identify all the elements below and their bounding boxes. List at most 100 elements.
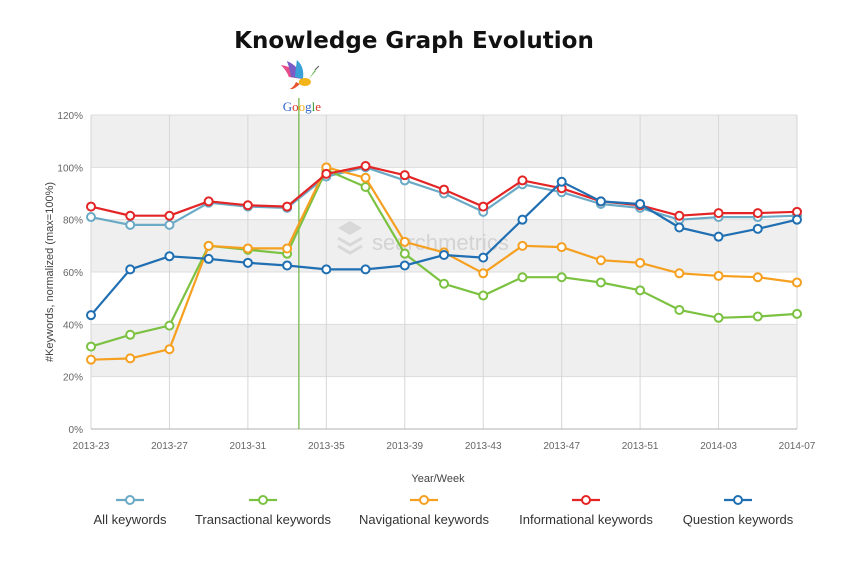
data-point — [125, 219, 136, 230]
legend-item: Navigational keywords — [359, 495, 490, 527]
data-point — [713, 208, 724, 219]
data-point — [86, 201, 96, 212]
y-tick-label: 20% — [63, 373, 83, 384]
hummingbird-icon — [280, 60, 320, 90]
data-point — [752, 311, 763, 322]
data-point — [752, 223, 763, 234]
data-point — [556, 242, 567, 253]
x-tick-label: 2013-51 — [622, 441, 659, 452]
data-point — [360, 264, 371, 275]
data-point — [321, 168, 332, 179]
google-marker-label: Google — [283, 99, 322, 114]
legend-label: Question keywords — [683, 512, 794, 527]
data-point — [164, 251, 175, 262]
data-point — [752, 272, 763, 283]
data-point — [439, 184, 449, 195]
y-tick-label: 40% — [63, 320, 83, 331]
data-point — [556, 176, 567, 187]
data-point — [282, 243, 293, 254]
data-point — [713, 270, 724, 281]
x-tick-label: 2013-23 — [73, 441, 110, 452]
x-grid: 2013-23 2013-27 2013-31 2013-35 2013-39 2013-… — [73, 115, 816, 452]
series-question-keywords — [86, 176, 802, 321]
hummingbird-wing-icon — [294, 60, 304, 79]
data-point — [360, 181, 371, 192]
legend: All keywords Transactional keywords Naviga… — [94, 495, 794, 527]
data-point — [321, 264, 332, 275]
data-point — [517, 272, 528, 283]
hummingbird-head-icon — [308, 70, 316, 79]
google-letter: G — [283, 99, 292, 114]
data-point — [635, 257, 646, 268]
data-point — [517, 214, 528, 225]
x-tick-label: 2013-39 — [386, 441, 423, 452]
legend-label: Transactional keywords — [195, 512, 332, 527]
google-letter: g — [305, 99, 312, 114]
data-point — [399, 248, 410, 259]
data-point — [674, 268, 685, 279]
data-point — [595, 277, 606, 288]
data-point — [595, 255, 606, 266]
data-point — [125, 210, 136, 221]
data-point — [203, 196, 214, 207]
data-point — [635, 285, 646, 296]
legend-marker-icon — [125, 495, 135, 505]
data-point — [242, 243, 253, 254]
data-point — [282, 201, 293, 212]
data-point — [478, 290, 489, 301]
y-tick-label: 120% — [57, 111, 83, 122]
data-point — [792, 308, 802, 319]
hummingbird-body-icon — [298, 78, 311, 86]
y-tick-label: 60% — [63, 268, 83, 279]
legend-marker-icon — [733, 495, 743, 505]
data-point — [713, 312, 724, 323]
x-tick-label: 2013-27 — [151, 441, 188, 452]
data-point — [595, 196, 606, 207]
data-point — [792, 206, 802, 217]
legend-label: Informational keywords — [519, 512, 653, 527]
legend-item: Informational keywords — [519, 495, 653, 527]
data-point — [399, 260, 410, 271]
plot-bands — [91, 115, 797, 377]
google-letter: e — [315, 99, 321, 114]
data-point — [86, 341, 96, 352]
x-tick-label: 2014-03 — [700, 441, 737, 452]
x-tick-label: 2013-31 — [230, 441, 267, 452]
data-point — [164, 320, 175, 331]
data-point — [242, 257, 253, 268]
data-point — [125, 264, 136, 275]
data-point — [125, 353, 136, 364]
legend-label: Navigational keywords — [359, 512, 490, 527]
legend-marker-icon — [419, 495, 429, 505]
data-point — [164, 210, 175, 221]
data-point — [439, 249, 449, 260]
data-point — [86, 354, 96, 365]
data-point — [792, 214, 802, 225]
y-tick-label: 0% — [69, 425, 84, 436]
legend-marker-icon — [258, 495, 268, 505]
google-letter: l — [312, 99, 316, 114]
y-tick-label: 100% — [57, 163, 83, 174]
plot-band — [91, 115, 797, 168]
data-point — [439, 278, 449, 289]
data-point — [478, 268, 489, 279]
data-point — [86, 212, 96, 223]
legend-label: All keywords — [94, 512, 167, 527]
x-tick-label: 2013-43 — [465, 441, 502, 452]
hummingbird-tail-icon — [289, 82, 300, 90]
data-point — [635, 198, 646, 209]
data-point — [360, 172, 371, 183]
hummingbird-beak-icon — [314, 65, 320, 71]
watermark-logo-icon — [338, 221, 362, 235]
google-letter: o — [292, 99, 299, 114]
data-point — [674, 210, 685, 221]
data-point — [713, 231, 724, 242]
data-point — [399, 170, 410, 181]
legend-marker-icon — [581, 495, 591, 505]
legend-item: Transactional keywords — [195, 495, 332, 527]
data-point — [164, 219, 175, 230]
data-point — [674, 304, 685, 315]
legend-item: All keywords — [94, 495, 167, 527]
